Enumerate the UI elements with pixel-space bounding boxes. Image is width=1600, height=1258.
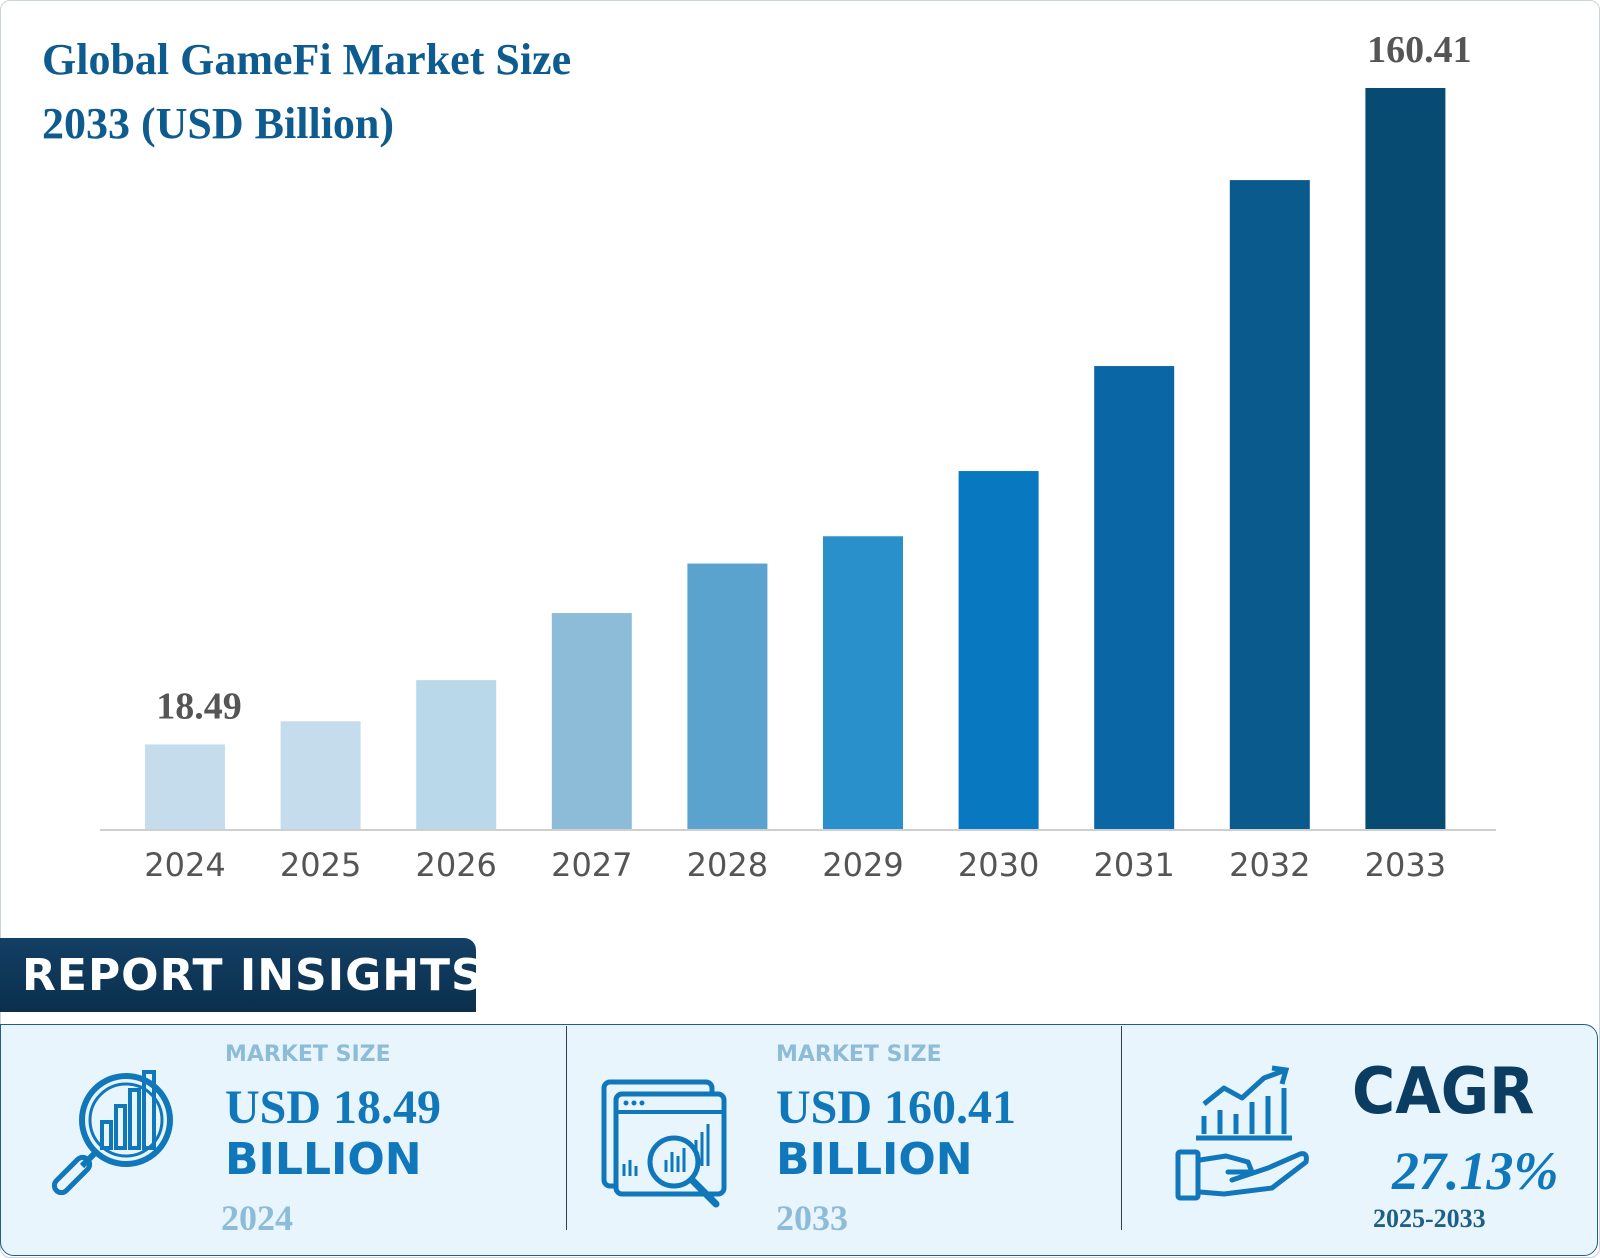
left-market-size-value: USD 18.49 [225, 1081, 442, 1134]
insights-divider-1 [566, 1026, 567, 1230]
x-tick-label-2030: 2030 [958, 846, 1039, 884]
bar-2026 [416, 680, 497, 830]
middle-market-size-label: MARKET SIZE [776, 1042, 942, 1067]
bar-chart: 2024 2025 2026 2027 2028 2029 2030 2031 2032 2033… [100, 29, 1496, 884]
middle-market-size-unit: BILLION [776, 1134, 973, 1185]
bar-2032 [1229, 180, 1310, 831]
x-tick-label-2028: 2028 [687, 846, 768, 884]
bar-2024 [145, 744, 225, 830]
dashboard-analysis-icon [601, 1079, 727, 1208]
insights-divider-2 [1121, 1026, 1122, 1230]
report-insights-heading: REPORT INSIGHTS [22, 950, 484, 1001]
cagr-value: 27.13% [1392, 1141, 1559, 1201]
x-tick-label-2025: 2025 [280, 846, 361, 884]
bar-2030 [958, 471, 1039, 830]
x-tick-label-2027: 2027 [551, 846, 632, 884]
report-insights-tab: REPORT INSIGHTS [0, 938, 483, 1012]
title-line-1: Global GameFi Market Size [42, 35, 572, 84]
bar-2025 [280, 721, 361, 830]
bar-2031 [1094, 366, 1175, 830]
data-label-2024: 18.49 [156, 685, 242, 727]
x-tick-label-2024: 2024 [144, 846, 225, 884]
left-market-size-label: MARKET SIZE [225, 1042, 391, 1067]
bar-2028 [687, 563, 768, 830]
cagr-label: CAGR [1352, 1055, 1535, 1129]
x-tick-label-2026: 2026 [415, 846, 496, 884]
left-market-size-unit: BILLION [225, 1134, 422, 1185]
data-label-2033: 160.41 [1367, 29, 1472, 71]
middle-market-size-value: USD 160.41 [776, 1081, 1017, 1134]
x-tick-label-2033: 2033 [1365, 846, 1446, 884]
middle-market-size-year: 2033 [776, 1198, 848, 1238]
title-line-2: 2033 (USD Billion) [42, 99, 395, 148]
x-tick-label-2029: 2029 [822, 846, 903, 884]
insights-panel [0, 1024, 1598, 1256]
left-market-size-year: 2024 [221, 1198, 293, 1238]
bar-2029 [823, 536, 903, 830]
hand-growth-chart-icon [1175, 1065, 1309, 1201]
cagr-range: 2025-2033 [1373, 1204, 1486, 1233]
magnifier-chart-icon [51, 1070, 173, 1196]
chart-title: Global GameFi Market Size 2033 (USD Bill… [42, 28, 571, 156]
x-tick-label-2031: 2031 [1093, 846, 1174, 884]
x-tick-label-2032: 2032 [1229, 846, 1310, 884]
bar-2027 [551, 613, 632, 830]
bar-2033 [1365, 88, 1446, 830]
